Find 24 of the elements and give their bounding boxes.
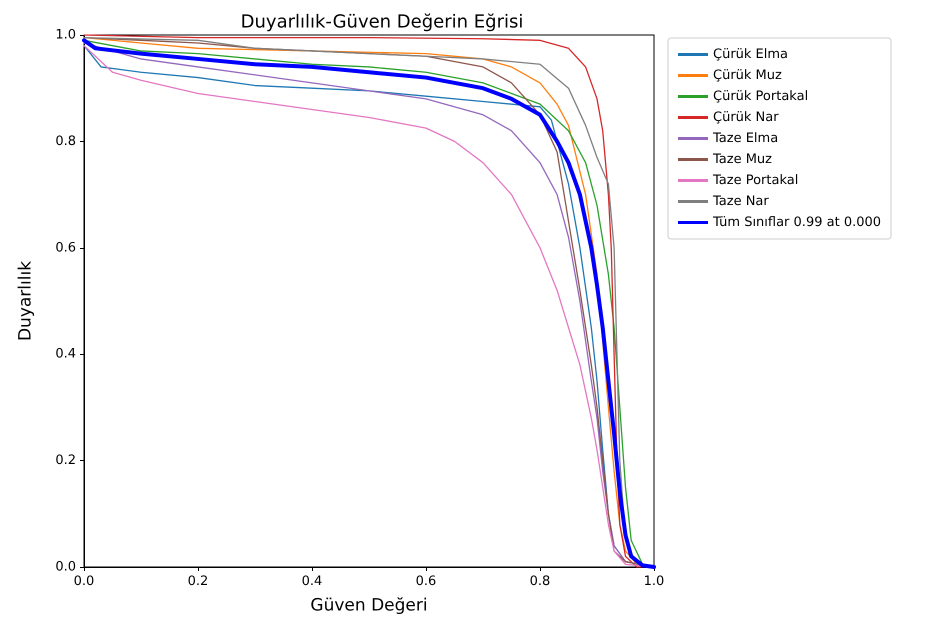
- legend-label: Çürük Nar: [713, 110, 780, 125]
- legend-label: Çürük Portakal: [713, 89, 808, 104]
- legend-label: Taze Portakal: [712, 173, 798, 188]
- legend-label: Çürük Elma: [713, 47, 788, 62]
- y-tick-label: 0.2: [55, 453, 76, 468]
- legend-label: Taze Nar: [712, 194, 770, 209]
- x-tick-label: 1.0: [644, 574, 664, 589]
- legend-label: Taze Elma: [712, 131, 778, 146]
- chart-title: Duyarlılık-Güven Değerin Eğrisi: [240, 12, 524, 32]
- y-tick-label: 1.0: [55, 28, 76, 42]
- legend-label: Çürük Muz: [713, 68, 782, 83]
- legend-label: Tüm Sınıflar 0.99 at 0.000: [712, 215, 882, 230]
- y-tick-label: 0.6: [55, 240, 76, 256]
- y-tick-label: 0.0: [55, 560, 76, 574]
- x-tick-label: 0.8: [530, 574, 550, 589]
- legend-label: Taze Muz: [712, 152, 772, 167]
- x-tick-label: 0.2: [188, 574, 208, 589]
- y-axis-title: Duyarlılık: [16, 260, 36, 342]
- x-tick-label: 0.6: [416, 574, 436, 589]
- y-tick-label: 0.4: [55, 346, 76, 362]
- x-tick-label: 0.0: [74, 574, 94, 589]
- x-axis-title: Güven Değeri: [310, 596, 428, 616]
- x-tick-label: 0.4: [302, 574, 322, 589]
- y-tick-label: 0.8: [55, 134, 76, 149]
